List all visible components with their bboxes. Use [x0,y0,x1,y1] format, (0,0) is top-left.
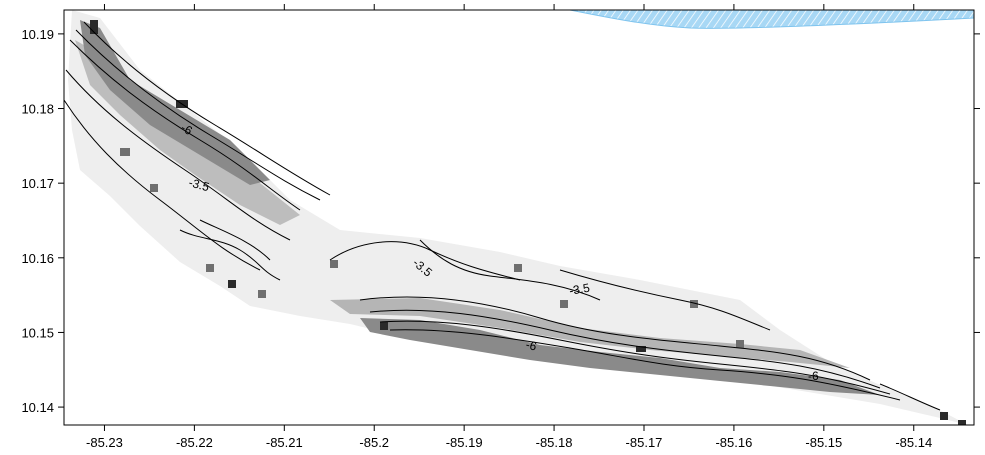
x-tick-label: -85.15 [805,435,842,450]
x-tick-label: -85.21 [266,435,303,450]
x-tick-label: -85.19 [446,435,483,450]
x-tick-label: -85.14 [895,435,932,450]
plot-frame [63,9,975,426]
y-tick-label: 10.16 [21,251,54,266]
y-tick-label: 10.14 [21,400,54,415]
contour-label: -3.5 [568,281,591,298]
contour-label: -3.5 [187,175,211,194]
x-tick-label: -85.17 [626,435,663,450]
medium-pixel-cluster [120,148,744,348]
y-tick-label: 10.15 [21,325,54,340]
x-tick-label: -85.23 [86,435,123,450]
contour-label: -6 [524,337,538,353]
x-tick-label: -85.18 [536,435,573,450]
x-axis: -85.23 -85.22 -85.21 -85.2 -85.19 -85.18 -85.1… [86,4,932,450]
contour-label: -6 [808,369,819,383]
y-tick-label: 10.19 [21,27,54,42]
water-overlay-shape [569,10,974,29]
x-tick-label: -85.22 [176,435,213,450]
depth-band-southern-mid [330,298,850,368]
x-tick-label: -85.16 [715,435,752,450]
x-tick-label: -85.2 [359,435,389,450]
y-tick-label: 10.17 [21,176,54,191]
depth-band-deep [80,20,270,185]
y-tick-label: 10.18 [21,102,54,117]
survey-region [68,10,968,425]
contour-lines [64,21,941,411]
y-axis: 10.19 10.18 10.17 10.16 10.15 10.14 [21,27,980,415]
